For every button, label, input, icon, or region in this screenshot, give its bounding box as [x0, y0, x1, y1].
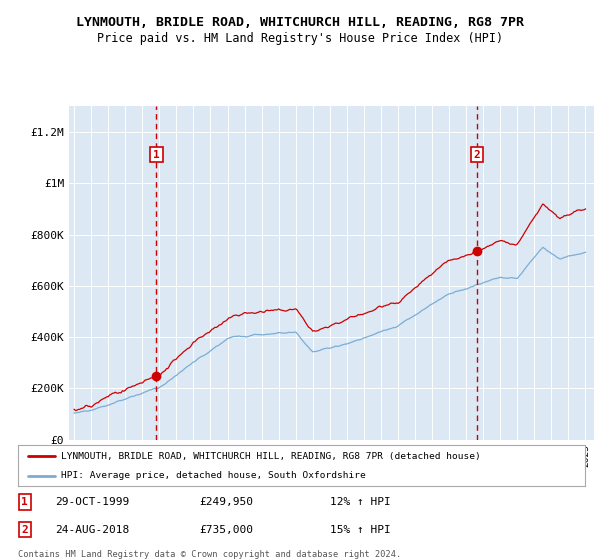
Text: 29-OCT-1999: 29-OCT-1999: [55, 497, 129, 507]
Text: Price paid vs. HM Land Registry's House Price Index (HPI): Price paid vs. HM Land Registry's House …: [97, 32, 503, 45]
Text: 15% ↑ HPI: 15% ↑ HPI: [330, 525, 391, 534]
Text: Contains HM Land Registry data © Crown copyright and database right 2024.
This d: Contains HM Land Registry data © Crown c…: [18, 550, 401, 560]
Text: 24-AUG-2018: 24-AUG-2018: [55, 525, 129, 534]
Text: HPI: Average price, detached house, South Oxfordshire: HPI: Average price, detached house, Sout…: [61, 472, 365, 480]
Text: £249,950: £249,950: [199, 497, 253, 507]
Text: 2: 2: [22, 525, 28, 534]
Text: 1: 1: [153, 150, 160, 160]
Text: £735,000: £735,000: [199, 525, 253, 534]
Text: 12% ↑ HPI: 12% ↑ HPI: [330, 497, 391, 507]
Text: LYNMOUTH, BRIDLE ROAD, WHITCHURCH HILL, READING, RG8 7PR: LYNMOUTH, BRIDLE ROAD, WHITCHURCH HILL, …: [76, 16, 524, 29]
Text: 1: 1: [22, 497, 28, 507]
Text: LYNMOUTH, BRIDLE ROAD, WHITCHURCH HILL, READING, RG8 7PR (detached house): LYNMOUTH, BRIDLE ROAD, WHITCHURCH HILL, …: [61, 452, 480, 461]
Text: 2: 2: [474, 150, 481, 160]
